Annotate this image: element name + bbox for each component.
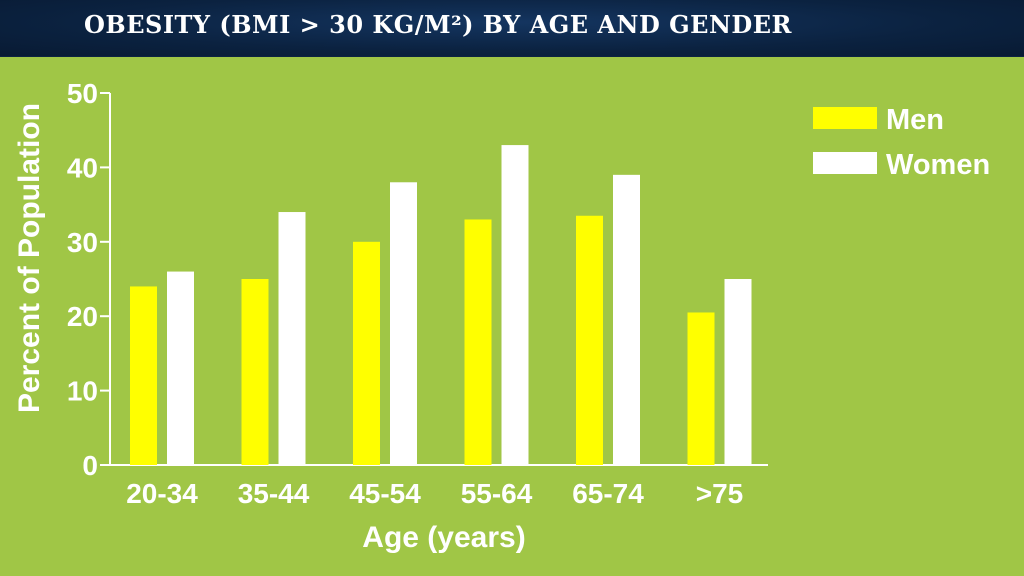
legend-swatch-women	[813, 152, 877, 174]
legend-label-men: Men	[886, 104, 944, 136]
y-tick-label: 0	[82, 450, 98, 481]
slide-title: OBESITY (BMI > 30 KG/M²) BY AGE AND GEND…	[84, 10, 792, 39]
x-tick-label: >75	[696, 478, 744, 509]
title-bar: OBESITY (BMI > 30 KG/M²) BY AGE AND GEND…	[0, 0, 1024, 56]
bar-women-1	[278, 212, 306, 465]
legend-swatch-men	[813, 107, 877, 129]
x-axis-label: Age (years)	[362, 521, 525, 554]
bar-men-2	[353, 241, 380, 465]
bar-women-0	[167, 271, 194, 465]
x-tick-label: 35-44	[238, 478, 310, 509]
bar-men-1	[241, 279, 269, 465]
bar-women-3	[501, 145, 529, 465]
bar-men-4	[576, 215, 603, 465]
x-tick-label: 55-64	[461, 478, 533, 509]
bar-men-5	[687, 312, 715, 465]
bar-men-3	[464, 219, 492, 465]
bar-women-2	[390, 182, 417, 465]
y-tick-label: 30	[67, 227, 98, 258]
x-tick-label: 20-34	[126, 478, 198, 509]
y-tick-label: 10	[67, 376, 98, 407]
y-tick-label: 40	[67, 152, 98, 183]
x-tick-label: 45-54	[349, 478, 421, 509]
bar-women-4	[613, 174, 640, 465]
x-tick-label: 65-74	[572, 478, 644, 509]
y-axis-label: Percent of Population	[13, 103, 46, 413]
legend-label-women: Women	[886, 149, 990, 181]
y-tick-label: 50	[67, 78, 98, 109]
y-tick-label: 20	[67, 301, 98, 332]
bar-men-0	[130, 286, 157, 465]
bar-women-5	[724, 279, 752, 465]
